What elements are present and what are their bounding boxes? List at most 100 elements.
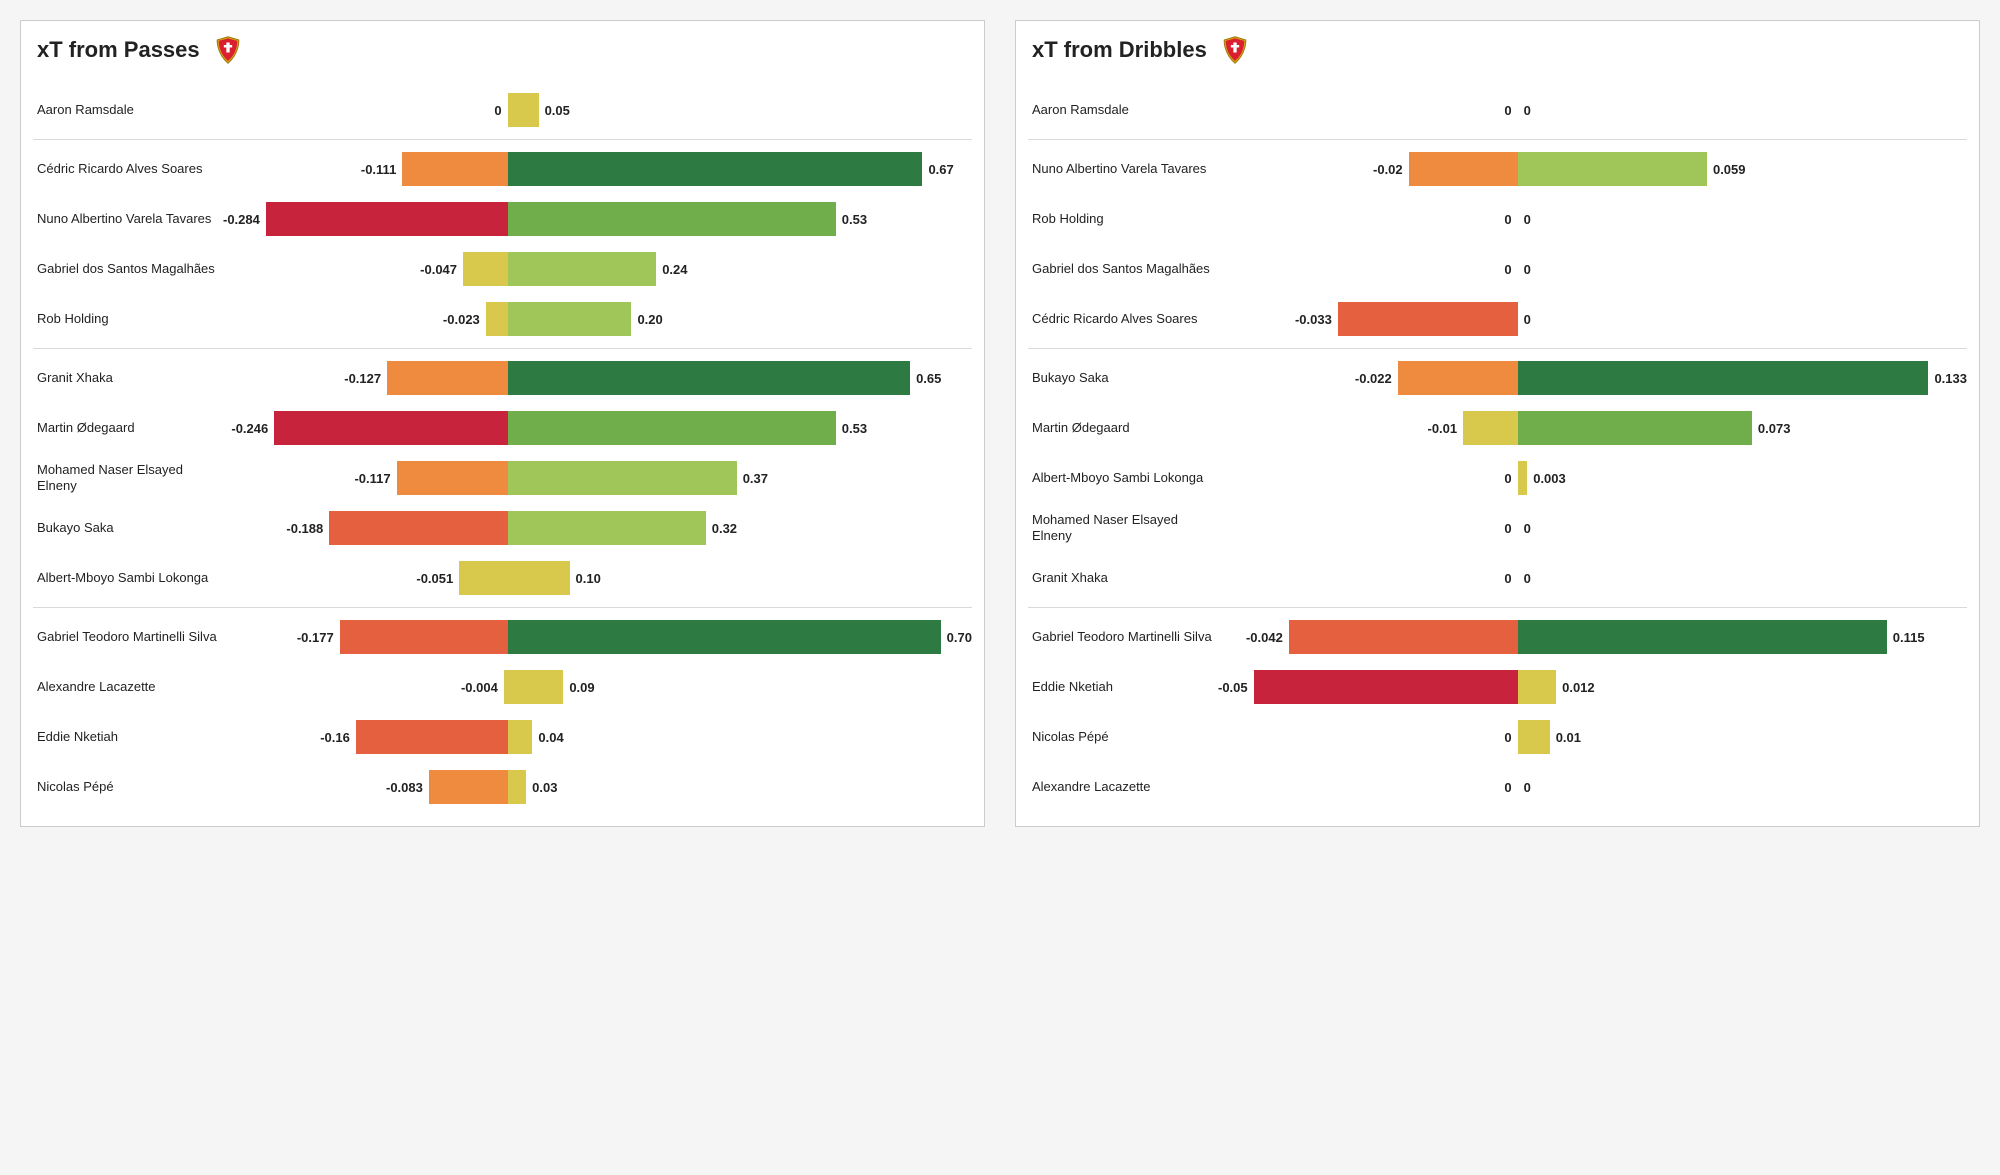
neg-bar-wrap: 0 — [223, 93, 508, 127]
player-name: Nuno Albertino Varela Tavares — [33, 207, 223, 231]
pos-bar-wrap: 0.70 — [508, 620, 972, 654]
neg-bar-wrap: -0.177 — [223, 620, 508, 654]
pos-value-label: 0.003 — [1527, 471, 1566, 486]
panel-title: xT from Passes — [37, 37, 200, 63]
player-name: Nicolas Pépé — [1028, 725, 1218, 749]
pos-bar — [508, 302, 632, 336]
pos-bar-wrap: 0 — [1518, 561, 1967, 595]
neg-value-label: -0.188 — [286, 521, 329, 536]
neg-value-label: 0 — [1504, 471, 1517, 486]
pos-bar — [1518, 461, 1528, 495]
pos-bar — [508, 411, 836, 445]
pos-value-label: 0.01 — [1550, 730, 1581, 745]
pos-value-label: 0.53 — [836, 212, 867, 227]
pos-bar — [1518, 361, 1929, 395]
player-row: Bukayo Saka-0.0220.133 — [1028, 353, 1967, 403]
bar-area: -0.042 0.115 — [1218, 620, 1967, 654]
pos-bar-wrap: 0 — [1518, 202, 1967, 236]
player-name: Nuno Albertino Varela Tavares — [1028, 157, 1218, 181]
pos-bar — [508, 93, 539, 127]
player-group: Nuno Albertino Varela Tavares-0.020.059R… — [1028, 144, 1967, 344]
neg-value-label: -0.022 — [1355, 371, 1398, 386]
neg-bar-wrap: 0 — [1218, 252, 1518, 286]
bar-area: -0.177 0.70 — [223, 620, 972, 654]
neg-value-label: 0 — [1504, 103, 1517, 118]
neg-bar-wrap: 0 — [1218, 561, 1518, 595]
neg-bar — [356, 720, 508, 754]
player-row: Granit Xhaka-0.1270.65 — [33, 353, 972, 403]
pos-value-label: 0.24 — [656, 262, 687, 277]
player-row: Aaron Ramsdale00 — [1028, 85, 1967, 135]
player-name: Gabriel Teodoro Martinelli Silva — [33, 625, 223, 649]
player-row: Gabriel Teodoro Martinelli Silva-0.0420.… — [1028, 612, 1967, 662]
panel-header: xT from Passes — [33, 33, 972, 75]
neg-bar-wrap: -0.188 — [223, 511, 508, 545]
player-row: Alexandre Lacazette-0.0040.09 — [33, 662, 972, 712]
bar-area: -0.1170.37 — [223, 461, 972, 495]
group-separator — [33, 139, 972, 140]
neg-bar — [1398, 361, 1518, 395]
bar-area: 0 0.003 — [1218, 461, 1967, 495]
pos-value-label: 0.05 — [539, 103, 570, 118]
pos-bar-wrap: 0 — [1518, 302, 1967, 336]
pos-bar — [508, 461, 737, 495]
player-name: Rob Holding — [33, 307, 223, 331]
neg-value-label: -0.033 — [1295, 312, 1338, 327]
neg-value-label: -0.047 — [420, 262, 463, 277]
player-row: Nicolas Pépé-0.0830.03 — [33, 762, 972, 812]
bar-area: -0.1110.67 — [223, 152, 972, 186]
pos-value-label: 0.37 — [737, 471, 768, 486]
player-row: Martin Ødegaard-0.2460.53 — [33, 403, 972, 453]
neg-value-label: 0 — [1504, 571, 1517, 586]
player-row: Cédric Ricardo Alves Soares-0.1110.67 — [33, 144, 972, 194]
neg-value-label: -0.042 — [1246, 630, 1289, 645]
player-row: Mohamed Naser Elsayed Elneny-0.1170.37 — [33, 453, 972, 503]
pos-value-label: 0.70 — [941, 630, 972, 645]
pos-bar — [508, 620, 941, 654]
neg-bar-wrap: -0.127 — [223, 361, 508, 395]
pos-value-label: 0 — [1518, 521, 1531, 536]
neg-bar-wrap: -0.047 — [223, 252, 508, 286]
neg-bar — [1409, 152, 1518, 186]
team-crest-icon — [1221, 35, 1249, 65]
pos-bar-wrap: 0.05 — [508, 93, 972, 127]
neg-bar — [463, 252, 508, 286]
group-separator — [1028, 607, 1967, 608]
player-row: Rob Holding-0.0230.20 — [33, 294, 972, 344]
pos-bar — [508, 361, 910, 395]
neg-value-label: -0.284 — [223, 212, 266, 227]
neg-value-label: 0 — [494, 103, 507, 118]
bar-area: -0.1270.65 — [223, 361, 972, 395]
bar-area: -0.047 0.24 — [223, 252, 972, 286]
player-name: Martin Ødegaard — [33, 416, 223, 440]
pos-bar — [1518, 152, 1707, 186]
neg-bar-wrap: -0.284 — [223, 202, 508, 236]
pos-value-label: 0.67 — [922, 162, 953, 177]
player-name: Bukayo Saka — [1028, 366, 1218, 390]
player-row: Eddie Nketiah-0.160.04 — [33, 712, 972, 762]
neg-value-label: -0.004 — [461, 680, 504, 695]
neg-bar — [1338, 302, 1518, 336]
pos-value-label: 0.059 — [1707, 162, 1746, 177]
player-name: Cédric Ricardo Alves Soares — [1028, 307, 1218, 331]
pos-value-label: 0 — [1518, 571, 1531, 586]
player-name: Cédric Ricardo Alves Soares — [33, 157, 223, 181]
neg-value-label: -0.05 — [1218, 680, 1254, 695]
neg-bar — [459, 561, 507, 595]
pos-bar-wrap: 0 — [1518, 770, 1967, 804]
bar-area: -0.2460.53 — [223, 411, 972, 445]
neg-bar-wrap: -0.033 — [1218, 302, 1518, 336]
neg-value-label: -0.083 — [386, 780, 429, 795]
player-group: Cédric Ricardo Alves Soares-0.1110.67Nun… — [33, 144, 972, 344]
neg-bar-wrap: 0 — [1218, 461, 1518, 495]
player-name: Granit Xhaka — [1028, 566, 1218, 590]
pos-bar-wrap: 0.115 — [1518, 620, 1967, 654]
bar-area: 00 — [1218, 561, 1967, 595]
player-group: Aaron Ramsdale00 — [1028, 85, 1967, 135]
player-name: Eddie Nketiah — [1028, 675, 1218, 699]
neg-value-label: -0.051 — [416, 571, 459, 586]
neg-bar — [1254, 670, 1518, 704]
chart-container: xT from Passes Aaron Ramsdale00.05Cédric… — [20, 20, 1980, 827]
pos-bar-wrap: 0.65 — [508, 361, 972, 395]
player-row: Albert-Mboyo Sambi Lokonga-0.0510.10 — [33, 553, 972, 603]
